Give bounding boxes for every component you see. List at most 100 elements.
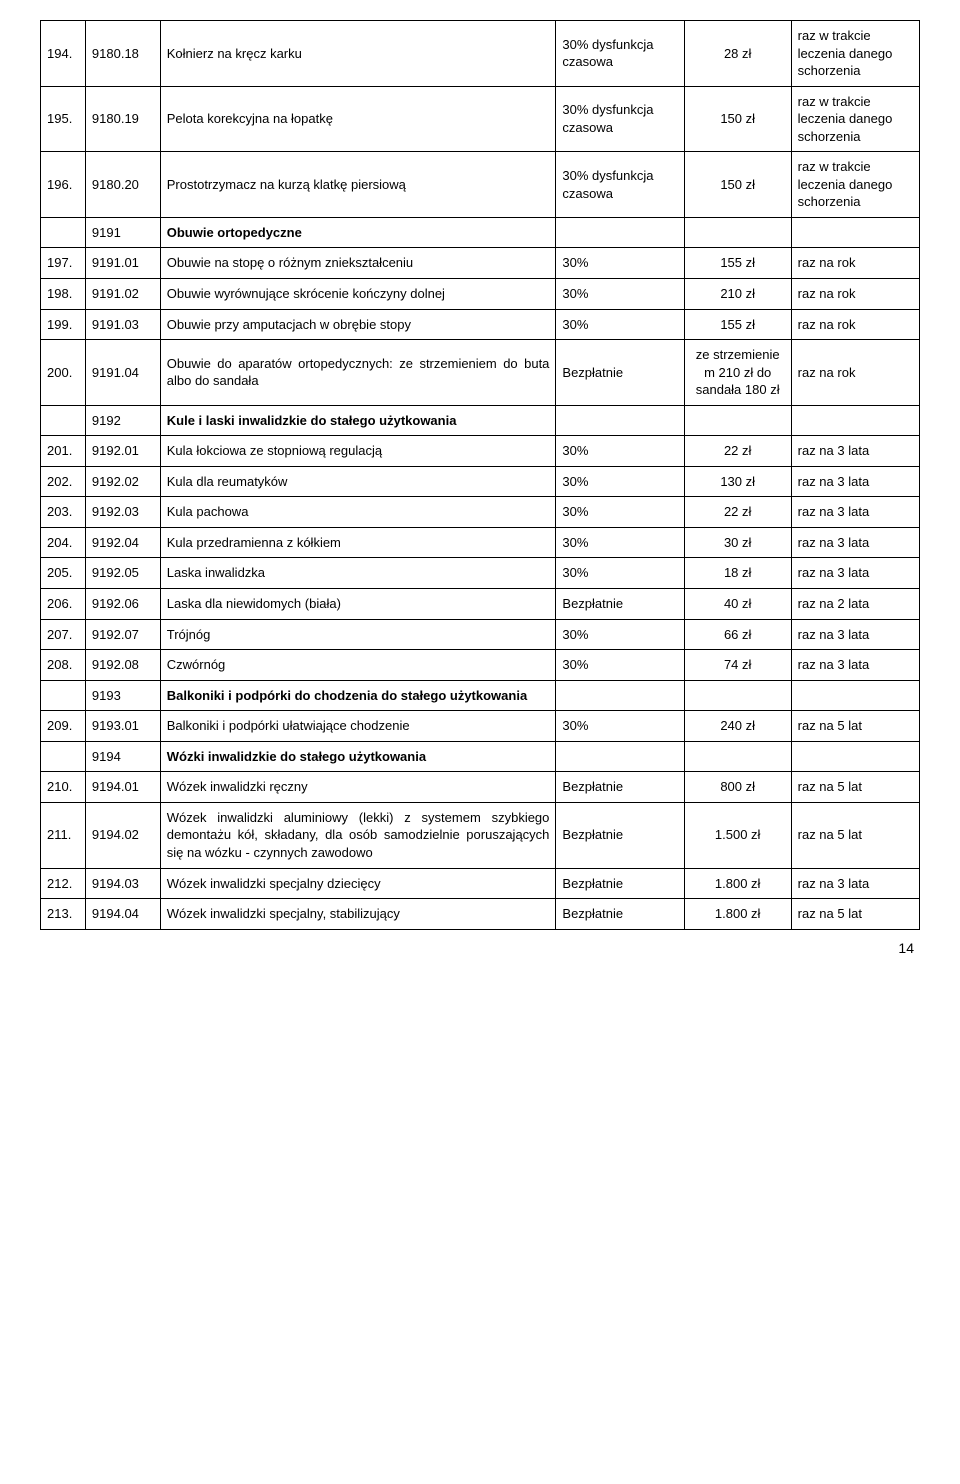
row-pay: 30% dysfunkcja czasowa <box>556 21 684 87</box>
row-limit: 18 zł <box>684 558 791 589</box>
row-index: 207. <box>41 619 86 650</box>
row-code: 9192.05 <box>85 558 160 589</box>
row-freq: raz na 3 lata <box>791 650 919 681</box>
row-pay: 30% <box>556 309 684 340</box>
row-limit: 210 zł <box>684 279 791 310</box>
row-code: 9192.03 <box>85 497 160 528</box>
row-index: 198. <box>41 279 86 310</box>
row-index: 206. <box>41 589 86 620</box>
row-limit: 74 zł <box>684 650 791 681</box>
row-freq: raz na 5 lat <box>791 772 919 803</box>
row-code: 9180.18 <box>85 21 160 87</box>
row-limit: ze strzemienie m 210 zł do sandała 180 z… <box>684 340 791 406</box>
row-pay: 30% <box>556 279 684 310</box>
row-index: 199. <box>41 309 86 340</box>
row-index: 209. <box>41 711 86 742</box>
row-freq <box>791 680 919 711</box>
row-pay: 30% <box>556 650 684 681</box>
row-limit: 150 zł <box>684 86 791 152</box>
table-row: 211.9194.02Wózek inwalidzki aluminiowy (… <box>41 802 920 868</box>
row-pay: 30% dysfunkcja czasowa <box>556 152 684 218</box>
row-code: 9194.01 <box>85 772 160 803</box>
row-freq: raz na 3 lata <box>791 558 919 589</box>
row-limit: 28 zł <box>684 21 791 87</box>
row-limit: 66 zł <box>684 619 791 650</box>
row-code: 9180.19 <box>85 86 160 152</box>
row-code: 9193 <box>85 680 160 711</box>
row-pay: Bezpłatnie <box>556 589 684 620</box>
row-limit: 22 zł <box>684 436 791 467</box>
row-code: 9191.03 <box>85 309 160 340</box>
row-freq: raz na 3 lata <box>791 619 919 650</box>
row-index: 195. <box>41 86 86 152</box>
section-title: Balkoniki i podpórki do chodzenia do sta… <box>160 680 556 711</box>
table-row: 200.9191.04Obuwie do aparatów ortopedycz… <box>41 340 920 406</box>
row-limit <box>684 405 791 436</box>
row-freq: raz na 5 lat <box>791 802 919 868</box>
row-pay <box>556 680 684 711</box>
row-pay: Bezpłatnie <box>556 899 684 930</box>
row-freq: raz w trakcie leczenia danego schorzenia <box>791 152 919 218</box>
row-pay: Bezpłatnie <box>556 802 684 868</box>
row-freq: raz na 3 lata <box>791 868 919 899</box>
row-freq <box>791 405 919 436</box>
table-row: 198.9191.02Obuwie wyrównujące skrócenie … <box>41 279 920 310</box>
row-pay: 30% <box>556 619 684 650</box>
table-row: 194.9180.18Kołnierz na kręcz karku30% dy… <box>41 21 920 87</box>
row-desc: Pelota korekcyjna na łopatkę <box>160 86 556 152</box>
table-row: 210.9194.01Wózek inwalidzki ręcznyBezpła… <box>41 772 920 803</box>
row-index: 204. <box>41 527 86 558</box>
row-freq: raz na rok <box>791 340 919 406</box>
row-freq: raz na rok <box>791 309 919 340</box>
table-row: 208.9192.08Czwórnóg30%74 złraz na 3 lata <box>41 650 920 681</box>
row-index <box>41 405 86 436</box>
row-freq: raz na 2 lata <box>791 589 919 620</box>
row-index: 210. <box>41 772 86 803</box>
table-row: 207.9192.07Trójnóg30%66 złraz na 3 lata <box>41 619 920 650</box>
table-row: 204.9192.04Kula przedramienna z kółkiem3… <box>41 527 920 558</box>
row-freq: raz na 5 lat <box>791 711 919 742</box>
table-row: 205.9192.05Laska inwalidzka30%18 złraz n… <box>41 558 920 589</box>
row-code: 9194.03 <box>85 868 160 899</box>
row-limit <box>684 680 791 711</box>
row-limit: 155 zł <box>684 309 791 340</box>
row-pay: Bezpłatnie <box>556 868 684 899</box>
row-pay: 30% <box>556 527 684 558</box>
table-row: 213.9194.04Wózek inwalidzki specjalny, s… <box>41 899 920 930</box>
row-limit <box>684 217 791 248</box>
row-index: 212. <box>41 868 86 899</box>
table-row: 212.9194.03Wózek inwalidzki specjalny dz… <box>41 868 920 899</box>
row-pay: 30% <box>556 248 684 279</box>
document-page: 194.9180.18Kołnierz na kręcz karku30% dy… <box>0 0 960 976</box>
row-limit: 800 zł <box>684 772 791 803</box>
row-desc: Kula pachowa <box>160 497 556 528</box>
row-index: 202. <box>41 466 86 497</box>
row-code: 9193.01 <box>85 711 160 742</box>
row-desc: Wózek inwalidzki ręczny <box>160 772 556 803</box>
row-limit: 1.800 zł <box>684 899 791 930</box>
table-row: 203.9192.03Kula pachowa30%22 złraz na 3 … <box>41 497 920 528</box>
row-freq <box>791 217 919 248</box>
row-freq: raz na rok <box>791 279 919 310</box>
row-pay: 30% <box>556 436 684 467</box>
data-table: 194.9180.18Kołnierz na kręcz karku30% dy… <box>40 20 920 930</box>
row-index: 200. <box>41 340 86 406</box>
row-desc: Obuwie na stopę o różnym zniekształceniu <box>160 248 556 279</box>
row-limit <box>684 741 791 772</box>
row-limit: 40 zł <box>684 589 791 620</box>
row-code: 9194.04 <box>85 899 160 930</box>
row-desc: Kula dla reumatyków <box>160 466 556 497</box>
row-desc: Laska dla niewidomych (biała) <box>160 589 556 620</box>
row-pay: 30% <box>556 466 684 497</box>
row-limit: 22 zł <box>684 497 791 528</box>
row-freq: raz na 3 lata <box>791 497 919 528</box>
row-limit: 155 zł <box>684 248 791 279</box>
row-pay <box>556 741 684 772</box>
row-pay <box>556 217 684 248</box>
row-limit: 150 zł <box>684 152 791 218</box>
row-code: 9191 <box>85 217 160 248</box>
row-limit: 130 zł <box>684 466 791 497</box>
row-pay <box>556 405 684 436</box>
row-freq: raz na 3 lata <box>791 436 919 467</box>
row-index <box>41 680 86 711</box>
